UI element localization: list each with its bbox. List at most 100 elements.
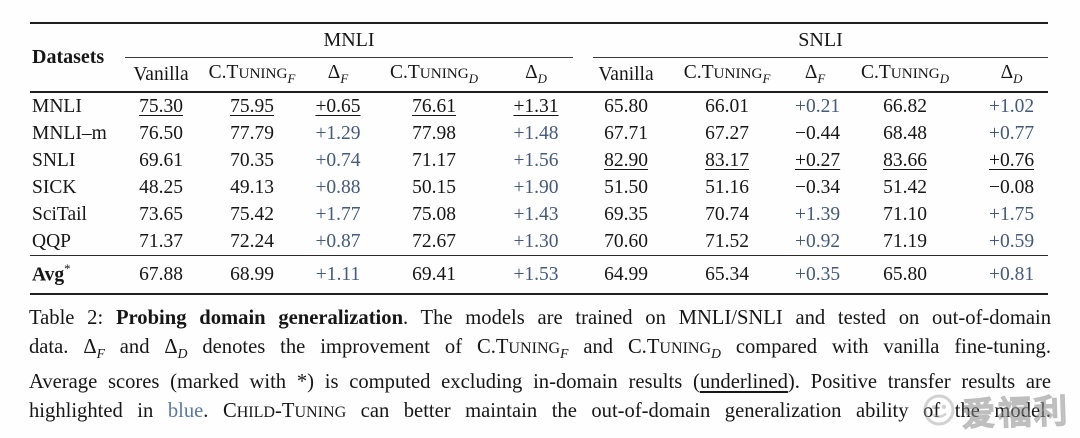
table-cell: +1.48 bbox=[513, 122, 559, 144]
caption-bold-title: Probing domain generalization bbox=[115, 307, 404, 329]
table-cell: 66.82 bbox=[883, 95, 927, 117]
table-cell: +0.27 bbox=[795, 149, 841, 171]
table-cell: +0.81 bbox=[975, 255, 1049, 295]
table-cell: 75.30 bbox=[139, 95, 183, 117]
table-cell: 72.67 bbox=[369, 228, 499, 256]
col-header-label: Vanilla bbox=[598, 63, 654, 85]
table-cell: +0.35 bbox=[795, 255, 840, 295]
table-cell: 67.27 bbox=[705, 122, 749, 144]
table-row-sick: SICK 48.25 49.13 +0.88 50.15 +1.90 51.50… bbox=[30, 174, 1048, 201]
table-cell: +0.87 bbox=[307, 228, 369, 256]
table-cell: 73.65 bbox=[139, 203, 183, 225]
ctuning-sub: F bbox=[560, 345, 569, 361]
table-cell: 68.48 bbox=[883, 122, 927, 144]
watermark: 爱福利 bbox=[921, 386, 1071, 435]
group-header-snli: SNLI bbox=[593, 23, 1049, 58]
col-header-label: C.T bbox=[389, 62, 420, 84]
delta-symbol: Δ bbox=[804, 62, 818, 84]
delta-symbol: Δ bbox=[327, 62, 341, 84]
col-header-sub: D bbox=[1013, 71, 1023, 86]
table-row-avg: Avg* 67.88 68.99 +1.11 69.41 +1.53 64.99… bbox=[30, 255, 1049, 295]
caption-text: compared with vanilla fine-tuning. bbox=[720, 335, 1051, 358]
caption-text: . bbox=[203, 399, 223, 422]
table-cell: 70.74 bbox=[705, 203, 749, 225]
table-cell: 72.24 bbox=[197, 228, 307, 256]
table-cell: 71.37 bbox=[125, 228, 197, 256]
table-cell: 66.01 bbox=[705, 95, 749, 117]
star-symbol: * bbox=[296, 371, 308, 394]
table-cell: 76.61 bbox=[412, 95, 456, 117]
table-cell: +1.11 bbox=[307, 255, 369, 295]
col-header-sub: F bbox=[817, 71, 826, 86]
table-caption: Table 2: Probing domain generalization. … bbox=[29, 304, 1051, 427]
table-cell: 64.99 bbox=[593, 255, 660, 295]
watermark-text: 爱福利 bbox=[961, 394, 1071, 435]
table-cell: 77.98 bbox=[412, 122, 456, 144]
table-cell: 65.80 bbox=[604, 95, 648, 117]
table-cell: +1.29 bbox=[315, 122, 361, 144]
delta-symbol: Δ bbox=[525, 62, 538, 84]
table-cell: +0.74 bbox=[315, 149, 361, 171]
table-cell: +1.77 bbox=[315, 203, 361, 225]
col-header-vanilla: Vanilla bbox=[593, 57, 660, 93]
table-cell: +1.30 bbox=[499, 228, 574, 256]
table-cell: 48.25 bbox=[139, 176, 183, 198]
watermark-logo-icon bbox=[923, 394, 955, 426]
row-label: Avg* bbox=[30, 255, 125, 295]
caption-text: denotes the improvement of bbox=[187, 335, 477, 358]
table-cell: +1.53 bbox=[499, 255, 574, 295]
results-table: Datasets MNLI SNLI Vanilla C.TUNINGF ΔF … bbox=[30, 22, 1049, 295]
avg-star: * bbox=[64, 262, 71, 277]
table-cell: 71.52 bbox=[659, 228, 796, 256]
table-cell: 67.71 bbox=[604, 122, 648, 144]
table-cell: +0.59 bbox=[975, 228, 1049, 256]
caption-text: Table 2: bbox=[29, 307, 116, 329]
caption-text: and bbox=[568, 335, 628, 358]
table-cell: +1.02 bbox=[988, 95, 1035, 117]
table-cell: 65.80 bbox=[835, 255, 976, 295]
column-gap bbox=[573, 255, 594, 295]
table-cell: 69.35 bbox=[604, 203, 648, 225]
delta-sub: D bbox=[177, 345, 188, 361]
table-cell: 83.17 bbox=[705, 149, 749, 171]
col-header-sub: F bbox=[762, 71, 771, 86]
table-cell: +1.43 bbox=[513, 203, 559, 225]
col-header-label: Vanilla bbox=[133, 63, 189, 85]
ctuning-smallcaps: UNING bbox=[659, 339, 712, 357]
caption-text: can better maintain the out-of-domain ge… bbox=[346, 399, 1052, 422]
col-header-sub: D bbox=[468, 71, 479, 86]
column-gap bbox=[573, 174, 593, 201]
col-header-label: C.T bbox=[683, 62, 714, 84]
table-cell: 69.41 bbox=[369, 255, 499, 295]
caption-text: ). Positive transfer results are bbox=[787, 371, 1052, 394]
caption-text: highlighted in bbox=[29, 399, 168, 422]
col-header-label: C.T bbox=[208, 62, 239, 84]
table-cell: +0.65 bbox=[315, 95, 361, 117]
table-cell: 75.08 bbox=[412, 203, 456, 225]
delta-symbol: Δ bbox=[1000, 62, 1014, 84]
table-cell: 69.61 bbox=[139, 149, 183, 171]
caption-text: Average scores (marked with bbox=[29, 371, 297, 394]
table-cell: 82.90 bbox=[604, 149, 648, 171]
table-cell: +1.56 bbox=[513, 149, 559, 171]
table-cell: 75.42 bbox=[230, 203, 274, 225]
caption-line-1: Table 2: Probing domain generalization. … bbox=[29, 304, 1051, 333]
ctuning-sub: D bbox=[711, 345, 721, 361]
col-header-vanilla: Vanilla bbox=[125, 57, 197, 93]
table-subheader-row: Vanilla C.TUNINGF ΔF C.TUNINGD ΔD Vanill… bbox=[30, 57, 1049, 93]
table-cell: 70.35 bbox=[230, 149, 274, 171]
table-cell: 83.66 bbox=[883, 149, 927, 171]
datasets-header: Datasets bbox=[30, 23, 125, 93]
table-cell: 50.15 bbox=[412, 176, 456, 198]
table-row-snli: SNLI 69.61 70.35 +0.74 71.17 +1.56 82.90… bbox=[30, 147, 1048, 174]
col-header-label: C.T bbox=[860, 62, 891, 84]
table-cell: 51.50 bbox=[604, 176, 648, 198]
ctuning-name: C.T bbox=[476, 335, 509, 358]
col-header-delta-f: ΔF bbox=[307, 57, 369, 93]
table-cell: 77.79 bbox=[230, 122, 274, 144]
row-label: SNLI bbox=[32, 149, 76, 171]
table-cell: +0.92 bbox=[795, 228, 840, 256]
table-cell: +1.90 bbox=[513, 176, 559, 198]
table-cell: 71.19 bbox=[835, 228, 976, 256]
col-header-smallcaps: UNING bbox=[419, 65, 469, 83]
